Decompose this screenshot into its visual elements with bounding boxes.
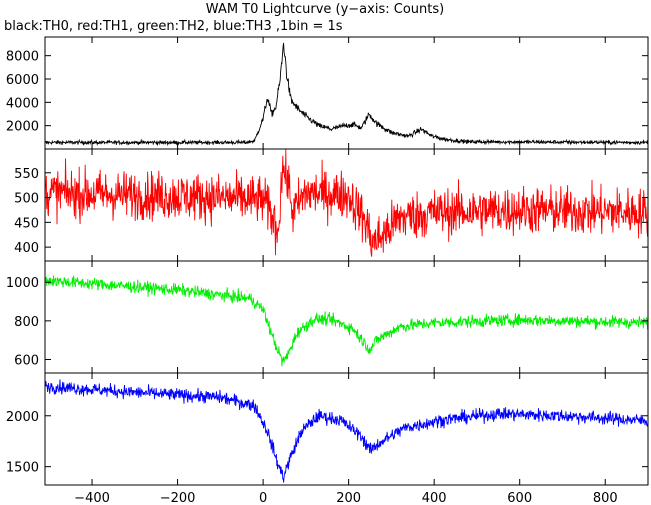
y-tick-label-th1: 500 bbox=[14, 192, 39, 207]
x-tick-label: 600 bbox=[507, 491, 532, 505]
y-tick-label-th3: 2000 bbox=[6, 410, 39, 425]
panel-frame-th3 bbox=[44, 372, 649, 486]
y-tick-label-th0: 8000 bbox=[6, 50, 39, 65]
y-tick-label-th3: 1500 bbox=[6, 461, 39, 476]
y-tick-label-th0: 6000 bbox=[6, 73, 39, 88]
series-line-th2 bbox=[45, 275, 648, 367]
panel-th1: 400 450 500 550 bbox=[14, 148, 649, 262]
x-tick-label: 400 bbox=[422, 491, 447, 505]
x-tick-label: −200 bbox=[160, 491, 196, 505]
y-tick-label-th2: 800 bbox=[14, 315, 39, 330]
panel-frame-th2 bbox=[44, 260, 649, 374]
x-tick-label: −400 bbox=[74, 491, 110, 505]
y-tick-label-th2: 600 bbox=[14, 353, 39, 368]
x-tick-label: 800 bbox=[593, 491, 618, 505]
panel-th0: 2000 4000 6000 8000 bbox=[6, 36, 649, 150]
y-tick-label-th1: 450 bbox=[14, 216, 39, 231]
panel-th3: 1500 2000 −400 −200 0 200 400 600 800 bbox=[6, 372, 649, 505]
y-tick-label-th1: 550 bbox=[14, 167, 39, 182]
panel-frame-th0 bbox=[44, 36, 649, 150]
panel-th2: 600 800 1000 bbox=[6, 260, 649, 374]
series-line-th1 bbox=[45, 149, 648, 257]
series-line-th0 bbox=[45, 42, 648, 147]
x-tick-label: 200 bbox=[336, 491, 361, 505]
figure-subtitle: black:TH0, red:TH1, green:TH2, blue:TH3 … bbox=[4, 19, 343, 34]
figure-title: WAM T0 Lightcurve (y−axis: Counts) bbox=[206, 2, 444, 17]
y-tick-label-th0: 2000 bbox=[6, 120, 39, 135]
panels: 2000400060008000400450500550600800100015… bbox=[6, 36, 649, 505]
y-tick-label-th0: 4000 bbox=[6, 96, 39, 111]
y-tick-label-th1: 400 bbox=[14, 241, 39, 256]
x-tick-label: 0 bbox=[259, 491, 267, 505]
series-line-th3 bbox=[45, 379, 648, 483]
y-tick-label-th2: 1000 bbox=[6, 276, 39, 291]
